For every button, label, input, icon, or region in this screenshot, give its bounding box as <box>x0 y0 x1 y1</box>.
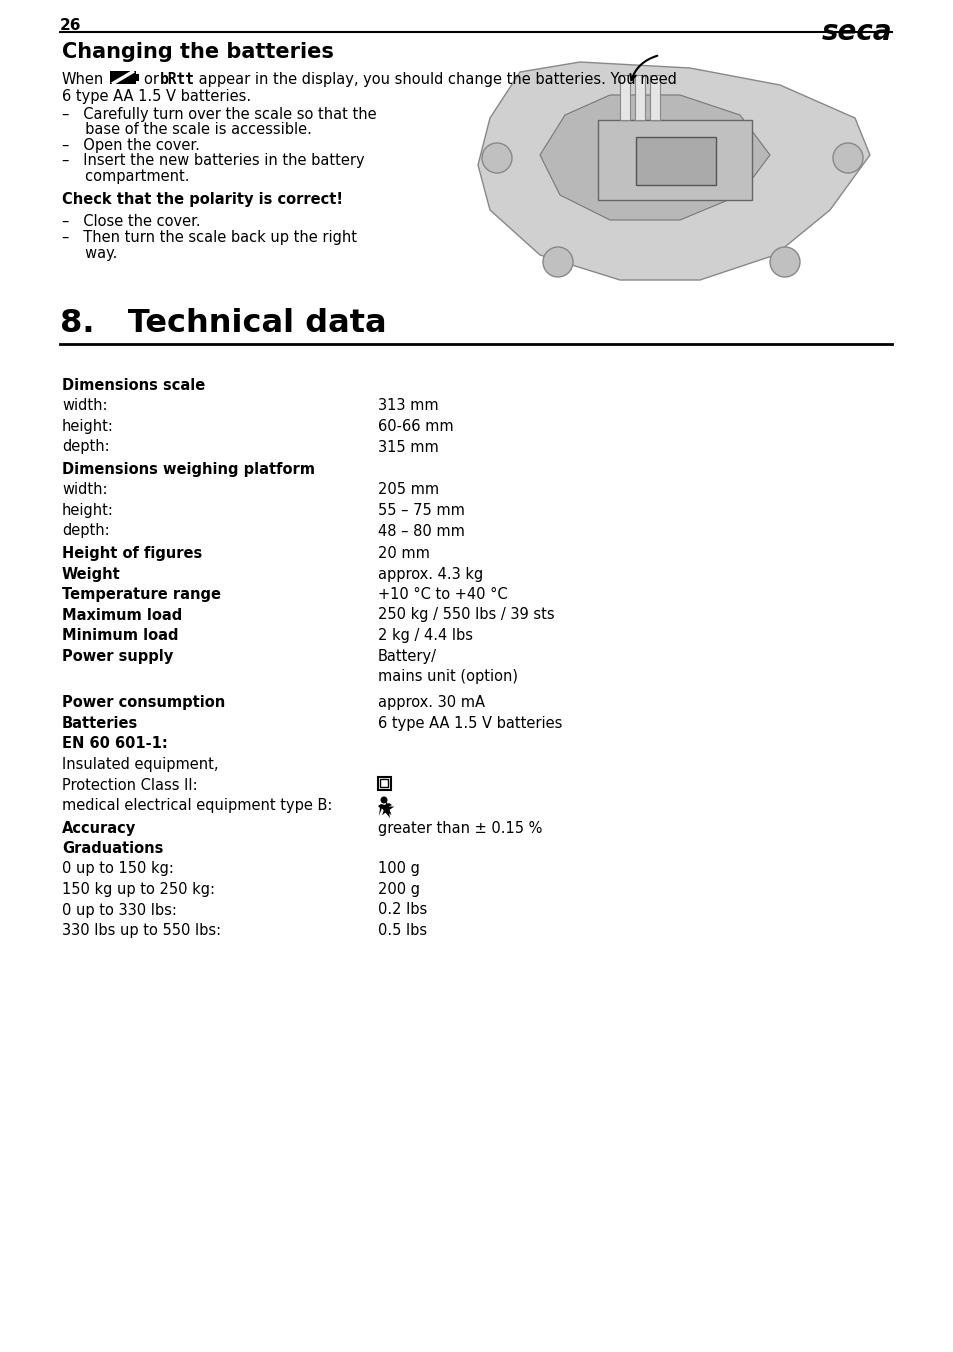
Text: 0 up to 330 lbs:: 0 up to 330 lbs: <box>62 903 176 918</box>
Text: 200 g: 200 g <box>377 882 419 896</box>
Text: greater than ± 0.15 %: greater than ± 0.15 % <box>377 821 542 836</box>
Text: Temperature range: Temperature range <box>62 587 221 602</box>
Text: approx. 4.3 kg: approx. 4.3 kg <box>377 566 483 581</box>
Text: seca: seca <box>821 18 891 46</box>
Circle shape <box>380 796 387 803</box>
Text: 6 type AA 1.5 V batteries: 6 type AA 1.5 V batteries <box>377 717 561 731</box>
Text: 60-66 mm: 60-66 mm <box>377 419 453 434</box>
Bar <box>636 137 716 185</box>
Polygon shape <box>377 803 392 818</box>
Text: appear in the display, you should change the batteries. You need: appear in the display, you should change… <box>193 72 677 87</box>
Text: Height of figures: Height of figures <box>62 546 202 561</box>
Text: 48 – 80 mm: 48 – 80 mm <box>377 523 464 538</box>
Text: 315 mm: 315 mm <box>377 439 438 454</box>
Text: Power supply: Power supply <box>62 649 173 664</box>
Text: 150 kg up to 250 kg:: 150 kg up to 250 kg: <box>62 882 214 896</box>
Bar <box>110 72 136 84</box>
Text: 0.2 lbs: 0.2 lbs <box>377 903 427 918</box>
Text: –   Then turn the scale back up the right: – Then turn the scale back up the right <box>62 230 356 245</box>
Bar <box>635 74 644 120</box>
Text: Batteries: Batteries <box>62 717 138 731</box>
Bar <box>380 779 388 787</box>
Circle shape <box>832 143 862 173</box>
Circle shape <box>481 143 512 173</box>
Text: 26: 26 <box>60 18 81 32</box>
Text: mains unit (option): mains unit (option) <box>377 669 517 684</box>
Text: bRtt: bRtt <box>160 72 194 87</box>
Bar <box>136 74 139 81</box>
Text: Insulated equipment,: Insulated equipment, <box>62 757 218 772</box>
Text: width:: width: <box>62 483 108 498</box>
Text: –   Insert the new batteries in the battery: – Insert the new batteries in the batter… <box>62 153 364 168</box>
Text: medical electrical equipment type B:: medical electrical equipment type B: <box>62 798 332 813</box>
Text: 6 type AA 1.5 V batteries.: 6 type AA 1.5 V batteries. <box>62 89 251 104</box>
Text: 8.   Technical data: 8. Technical data <box>60 308 386 339</box>
Text: height:: height: <box>62 419 113 434</box>
Text: Dimensions scale: Dimensions scale <box>62 379 205 393</box>
Text: 330 lbs up to 550 lbs:: 330 lbs up to 550 lbs: <box>62 923 221 938</box>
Text: approx. 30 mA: approx. 30 mA <box>377 695 484 711</box>
Polygon shape <box>477 62 869 280</box>
Text: way.: way. <box>62 246 117 261</box>
Bar <box>649 74 659 120</box>
Text: +10 °C to +40 °C: +10 °C to +40 °C <box>377 587 507 602</box>
Text: Dimensions weighing platform: Dimensions weighing platform <box>62 462 314 477</box>
Polygon shape <box>598 120 751 200</box>
Text: Maximum load: Maximum load <box>62 607 182 622</box>
Text: Changing the batteries: Changing the batteries <box>62 42 334 62</box>
Text: ★: ★ <box>377 800 395 819</box>
Text: 55 – 75 mm: 55 – 75 mm <box>377 503 464 518</box>
Text: depth:: depth: <box>62 523 110 538</box>
Circle shape <box>542 247 573 277</box>
Text: base of the scale is accessible.: base of the scale is accessible. <box>62 122 312 137</box>
Text: 250 kg / 550 lbs / 39 sts: 250 kg / 550 lbs / 39 sts <box>377 607 554 622</box>
Text: –   Open the cover.: – Open the cover. <box>62 138 200 153</box>
Text: EN 60 601-1:: EN 60 601-1: <box>62 737 168 752</box>
Polygon shape <box>539 95 769 220</box>
Text: 100 g: 100 g <box>377 861 419 876</box>
Text: Graduations: Graduations <box>62 841 163 856</box>
Text: When: When <box>62 72 104 87</box>
Text: Minimum load: Minimum load <box>62 627 178 644</box>
Text: 20 mm: 20 mm <box>377 546 430 561</box>
Text: Weight: Weight <box>62 566 121 581</box>
Text: depth:: depth: <box>62 439 110 454</box>
Text: 2 kg / 4.4 lbs: 2 kg / 4.4 lbs <box>377 627 473 644</box>
Bar <box>377 776 391 790</box>
Text: width:: width: <box>62 399 108 414</box>
Text: 0 up to 150 kg:: 0 up to 150 kg: <box>62 861 173 876</box>
Text: compartment.: compartment. <box>62 169 190 184</box>
Text: 205 mm: 205 mm <box>377 483 438 498</box>
Circle shape <box>769 247 800 277</box>
Text: –   Close the cover.: – Close the cover. <box>62 214 200 228</box>
Text: Accuracy: Accuracy <box>62 821 136 836</box>
Text: or: or <box>144 72 164 87</box>
Text: height:: height: <box>62 503 113 518</box>
Text: Protection Class II:: Protection Class II: <box>62 777 197 792</box>
Bar <box>619 74 629 120</box>
Text: Check that the polarity is correct!: Check that the polarity is correct! <box>62 192 343 207</box>
Text: 313 mm: 313 mm <box>377 399 438 414</box>
Text: Battery/: Battery/ <box>377 649 436 664</box>
Text: 0.5 lbs: 0.5 lbs <box>377 923 427 938</box>
Text: –   Carefully turn over the scale so that the: – Carefully turn over the scale so that … <box>62 107 376 122</box>
Text: Power consumption: Power consumption <box>62 695 225 711</box>
